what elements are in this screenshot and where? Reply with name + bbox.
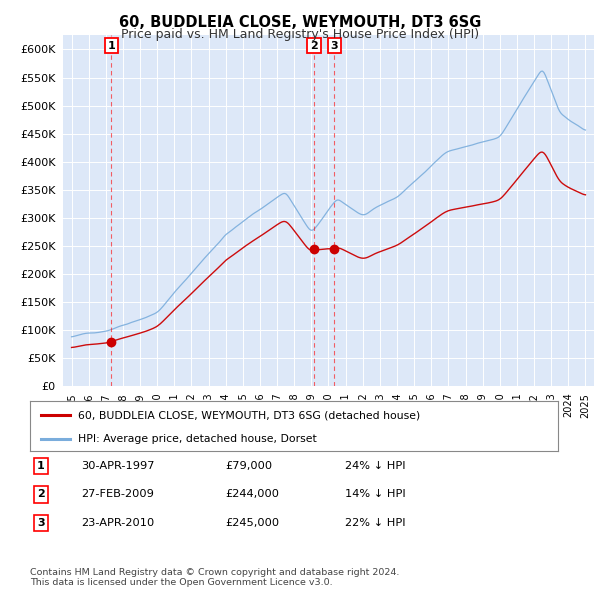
Text: 23-APR-2010: 23-APR-2010 [81,518,154,527]
Text: 27-FEB-2009: 27-FEB-2009 [81,490,154,499]
Text: 22% ↓ HPI: 22% ↓ HPI [345,518,406,527]
Text: 60, BUDDLEIA CLOSE, WEYMOUTH, DT3 6SG (detached house): 60, BUDDLEIA CLOSE, WEYMOUTH, DT3 6SG (d… [77,410,420,420]
Text: 24% ↓ HPI: 24% ↓ HPI [345,461,406,471]
Text: 3: 3 [37,518,44,527]
Text: 30-APR-1997: 30-APR-1997 [81,461,155,471]
Text: 1: 1 [37,461,44,471]
Text: 3: 3 [331,41,338,51]
Text: 14% ↓ HPI: 14% ↓ HPI [345,490,406,499]
Text: Price paid vs. HM Land Registry's House Price Index (HPI): Price paid vs. HM Land Registry's House … [121,28,479,41]
Text: HPI: Average price, detached house, Dorset: HPI: Average price, detached house, Dors… [77,434,316,444]
Text: £244,000: £244,000 [225,490,279,499]
Text: £79,000: £79,000 [225,461,272,471]
Text: 2: 2 [37,490,44,499]
Text: 60, BUDDLEIA CLOSE, WEYMOUTH, DT3 6SG: 60, BUDDLEIA CLOSE, WEYMOUTH, DT3 6SG [119,15,481,30]
Text: 1: 1 [107,41,115,51]
Text: Contains HM Land Registry data © Crown copyright and database right 2024.
This d: Contains HM Land Registry data © Crown c… [30,568,400,587]
Text: 2: 2 [310,41,318,51]
Text: £245,000: £245,000 [225,518,279,527]
